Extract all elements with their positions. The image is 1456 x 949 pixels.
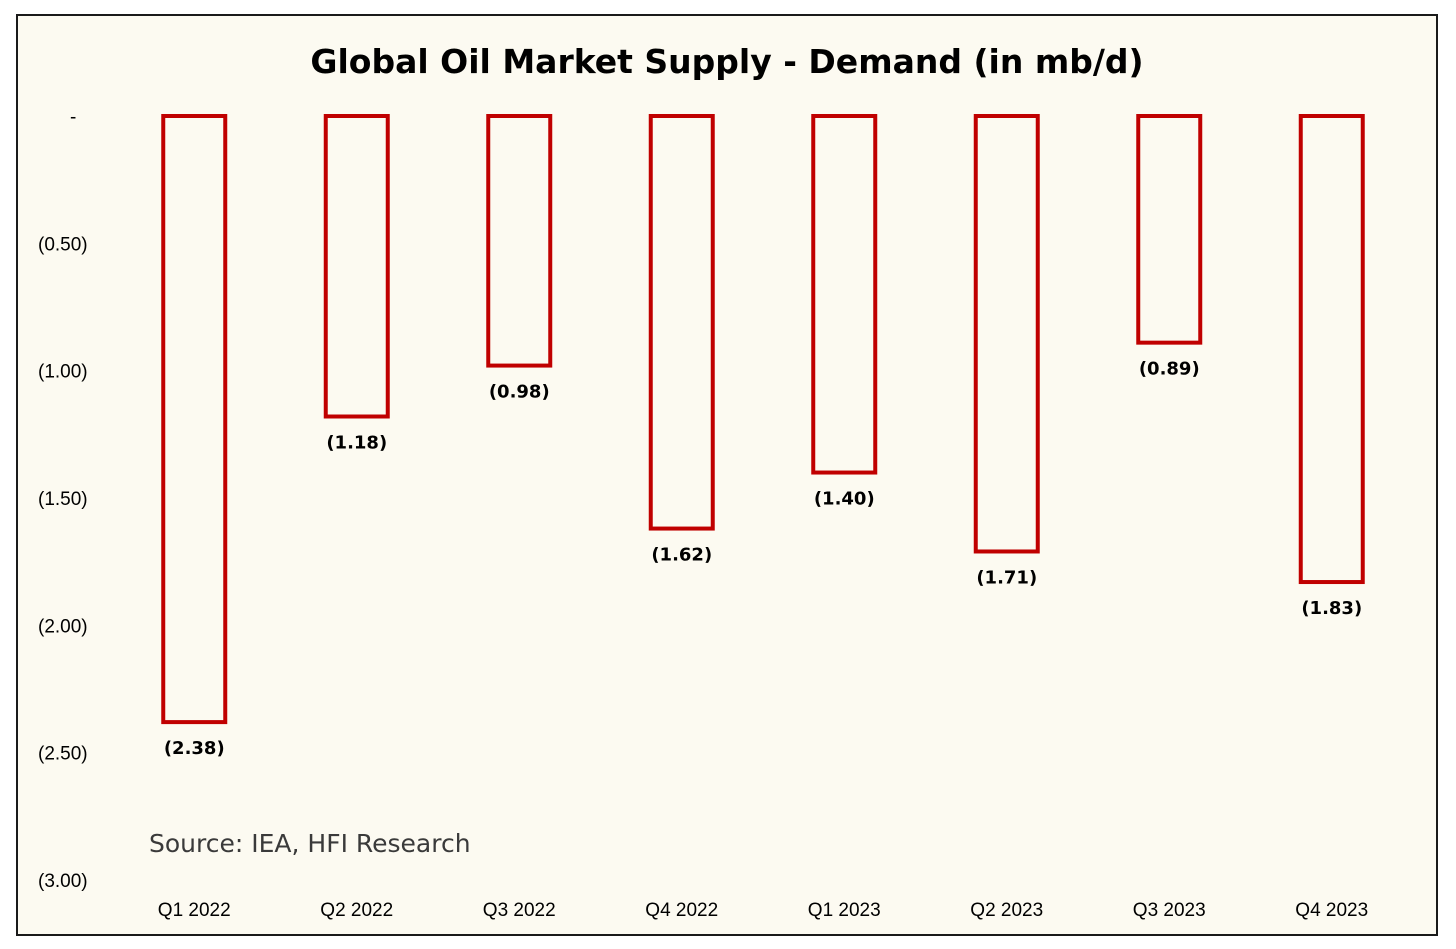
bars (161, 114, 1365, 725)
data-label: (1.62) (651, 545, 712, 566)
data-label: (1.71) (976, 567, 1037, 588)
x-tick-label: Q2 2022 (320, 900, 393, 921)
bar-q4-2023 (1298, 114, 1365, 585)
x-tick-label: Q3 2022 (483, 900, 556, 921)
x-tick-label: Q4 2022 (645, 900, 718, 921)
x-axis: Q1 2022 Q2 2022 Q3 2022 Q4 2022 Q1 2023 Q2 20… (158, 900, 1368, 921)
x-tick-label: Q1 2023 (808, 900, 881, 921)
data-label: (1.18) (326, 433, 387, 454)
bar-q2-2022 (323, 114, 390, 419)
x-tick-label: Q1 2022 (158, 900, 231, 921)
y-tick-label: (2.00) (38, 616, 88, 637)
x-tick-label: Q3 2023 (1133, 900, 1206, 921)
bar-q3-2023 (1136, 114, 1203, 345)
bar-q4-2022 (648, 114, 715, 531)
y-tick-label: (3.00) (38, 871, 88, 892)
data-label: (1.83) (1301, 598, 1362, 619)
y-tick-label: (1.50) (38, 489, 88, 510)
y-axis: - (0.50) (1.00) (1.50) (2.00) (2.50) (3.00) (38, 107, 88, 892)
source-note: Source: IEA, HFI Research (149, 829, 471, 858)
y-tick-label: - (70, 107, 76, 128)
data-label: (0.89) (1139, 359, 1200, 380)
y-tick-label: (2.50) (38, 744, 88, 765)
chart-svg: Global Oil Market Supply - Demand (in mb… (38, 42, 1368, 921)
data-label: (2.38) (164, 738, 225, 759)
data-label: (1.40) (814, 489, 875, 510)
y-tick-label: (1.00) (38, 362, 88, 383)
x-tick-label: Q2 2023 (970, 900, 1043, 921)
bar-q2-2023 (973, 114, 1040, 554)
x-tick-label: Q4 2023 (1295, 900, 1368, 921)
bar-q3-2022 (486, 114, 553, 368)
data-labels: (2.38) (1.18) (0.98) (1.62) (1.40) (1.71) (0.8… (164, 359, 1362, 759)
bar-q1-2022 (161, 114, 228, 725)
bar-q1-2023 (811, 114, 878, 475)
chart-frame: Global Oil Market Supply - Demand (in mb… (16, 14, 1438, 936)
y-tick-label: (0.50) (38, 234, 88, 255)
data-label: (0.98) (489, 382, 550, 403)
chart-title: Global Oil Market Supply - Demand (in mb… (310, 42, 1143, 81)
